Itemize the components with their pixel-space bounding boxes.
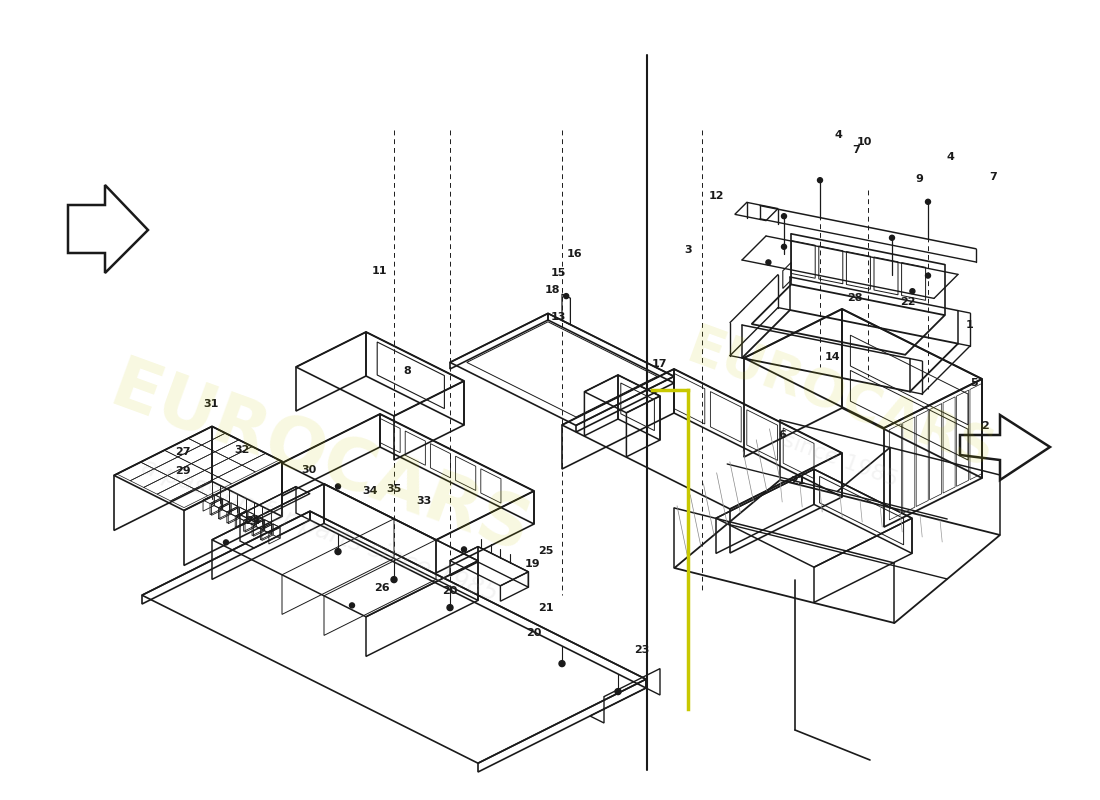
Circle shape: [336, 484, 341, 489]
Circle shape: [563, 294, 569, 298]
Text: 6: 6: [778, 430, 785, 440]
Text: 19: 19: [525, 559, 540, 570]
Text: EUROCARS: EUROCARS: [101, 352, 539, 568]
Circle shape: [781, 244, 786, 250]
Text: 34: 34: [362, 486, 377, 495]
Circle shape: [925, 199, 931, 204]
Text: 20: 20: [526, 628, 541, 638]
Circle shape: [447, 605, 453, 610]
Text: 13: 13: [550, 312, 565, 322]
Text: since 1985: since 1985: [780, 430, 901, 490]
Circle shape: [350, 603, 354, 608]
Circle shape: [390, 577, 397, 582]
Text: 4: 4: [947, 152, 955, 162]
Text: 20: 20: [442, 586, 458, 596]
Text: 16: 16: [568, 249, 583, 258]
Circle shape: [910, 289, 915, 294]
Text: 14: 14: [824, 352, 839, 362]
Text: 31: 31: [204, 399, 219, 409]
Text: 30: 30: [301, 465, 317, 475]
Circle shape: [559, 661, 565, 666]
Text: 2: 2: [981, 421, 989, 430]
Text: 24: 24: [245, 516, 261, 526]
Text: 21: 21: [790, 476, 805, 486]
Text: 32: 32: [234, 446, 250, 455]
Text: 1: 1: [966, 320, 974, 330]
Text: 10: 10: [857, 137, 872, 146]
Text: a passion for parts since 1985: a passion for parts since 1985: [139, 454, 502, 606]
Text: 17: 17: [651, 359, 667, 369]
Text: 8: 8: [403, 366, 411, 376]
Text: 23: 23: [635, 645, 650, 655]
Text: 11: 11: [372, 266, 387, 276]
Text: 7: 7: [989, 172, 997, 182]
Text: 21: 21: [538, 602, 553, 613]
Circle shape: [336, 549, 341, 554]
Text: 27: 27: [175, 447, 190, 458]
Text: 3: 3: [684, 245, 692, 255]
Text: 15: 15: [550, 268, 565, 278]
Text: 29: 29: [175, 466, 190, 475]
Text: 25: 25: [538, 546, 553, 556]
Circle shape: [817, 178, 823, 182]
Circle shape: [925, 273, 931, 278]
Text: 35: 35: [386, 484, 402, 494]
Text: 28: 28: [847, 293, 862, 303]
Text: 33: 33: [416, 496, 431, 506]
Text: 9: 9: [915, 174, 924, 184]
Text: EUROCARS: EUROCARS: [680, 320, 1001, 480]
Text: 12: 12: [710, 191, 725, 202]
Circle shape: [223, 540, 229, 545]
Circle shape: [462, 547, 466, 552]
Text: 5: 5: [970, 378, 978, 388]
Text: 7: 7: [852, 145, 860, 154]
Text: 26: 26: [374, 583, 389, 594]
Text: 4: 4: [834, 130, 842, 140]
Circle shape: [766, 260, 771, 265]
Text: 22: 22: [900, 297, 915, 307]
Text: 18: 18: [544, 286, 560, 295]
Circle shape: [890, 235, 894, 240]
Circle shape: [781, 214, 786, 218]
Circle shape: [615, 689, 622, 694]
